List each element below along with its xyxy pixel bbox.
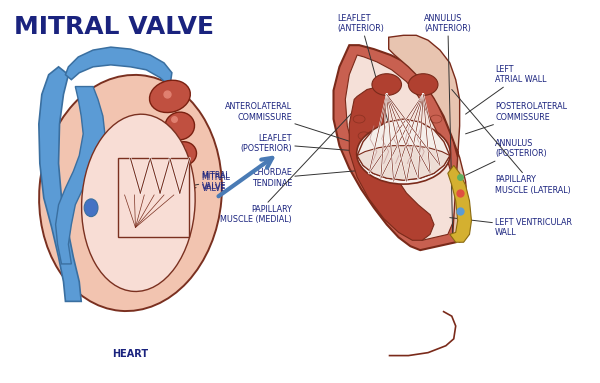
Polygon shape: [65, 47, 172, 87]
Ellipse shape: [409, 74, 438, 95]
Ellipse shape: [356, 123, 450, 184]
Ellipse shape: [84, 199, 98, 217]
Polygon shape: [56, 87, 105, 264]
Polygon shape: [346, 55, 456, 240]
Ellipse shape: [82, 114, 195, 291]
Text: CHORDAE
TENDINAE: CHORDAE TENDINAE: [252, 169, 373, 188]
Text: LEAFLET
(POSTERIOR): LEAFLET (POSTERIOR): [241, 134, 365, 154]
Ellipse shape: [39, 75, 222, 311]
Text: PAPILLARY
MUSCLE (MEDIAL): PAPILLARY MUSCLE (MEDIAL): [220, 88, 375, 224]
Polygon shape: [357, 119, 450, 180]
Polygon shape: [349, 87, 434, 240]
Text: LEFT VENTRICULAR
WALL: LEFT VENTRICULAR WALL: [450, 218, 572, 237]
Polygon shape: [389, 35, 467, 242]
Ellipse shape: [372, 74, 401, 95]
Text: LEFT
ATRIAL WALL: LEFT ATRIAL WALL: [466, 65, 547, 114]
Polygon shape: [39, 67, 81, 301]
Ellipse shape: [171, 142, 197, 165]
Text: ANNULUS
(POSTERIOR): ANNULUS (POSTERIOR): [466, 139, 547, 175]
FancyArrowPatch shape: [218, 158, 272, 196]
Text: MITRAL
VALVE: MITRAL VALVE: [153, 173, 230, 197]
Polygon shape: [448, 165, 472, 242]
Text: ANTEROLATERAL
COMMISSURE: ANTEROLATERAL COMMISSURE: [225, 103, 357, 144]
Polygon shape: [357, 146, 450, 180]
Ellipse shape: [165, 112, 194, 140]
Text: ANNULUS
(ANTERIOR): ANNULUS (ANTERIOR): [424, 14, 471, 237]
Text: HEART: HEART: [112, 349, 149, 358]
Text: PAPILLARY
MUSCLE (LATERAL): PAPILLARY MUSCLE (LATERAL): [452, 90, 571, 195]
Text: LEAFLET
(ANTERIOR): LEAFLET (ANTERIOR): [338, 14, 389, 124]
Text: POSTEROLATERAL
COMMISSURE: POSTEROLATERAL COMMISSURE: [466, 103, 567, 134]
Ellipse shape: [149, 80, 190, 113]
Text: MITRAL
VALVE: MITRAL VALVE: [152, 172, 230, 193]
Polygon shape: [334, 45, 466, 250]
Text: MITRAL VALVE: MITRAL VALVE: [14, 15, 214, 39]
Bar: [118, 159, 188, 237]
